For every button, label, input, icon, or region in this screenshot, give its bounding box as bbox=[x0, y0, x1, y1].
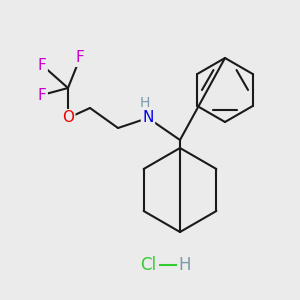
Text: F: F bbox=[38, 58, 46, 73]
Text: H: H bbox=[140, 96, 150, 110]
Text: F: F bbox=[38, 58, 46, 73]
Text: H: H bbox=[179, 256, 191, 274]
Text: O: O bbox=[62, 110, 74, 125]
Text: F: F bbox=[38, 88, 46, 103]
Text: N: N bbox=[142, 110, 154, 125]
Text: N: N bbox=[142, 110, 154, 125]
Text: F: F bbox=[76, 50, 84, 65]
Text: Cl: Cl bbox=[140, 256, 156, 274]
Text: O: O bbox=[62, 110, 74, 125]
Text: F: F bbox=[38, 88, 46, 103]
Text: F: F bbox=[76, 50, 84, 65]
